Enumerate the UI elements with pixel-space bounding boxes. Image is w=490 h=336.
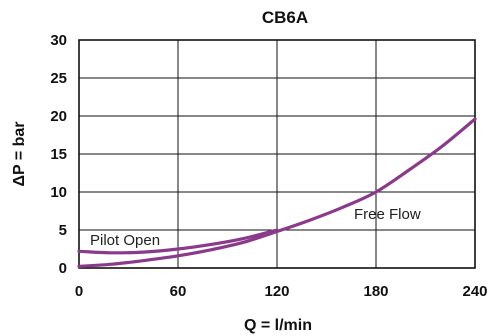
y-tick-label: 30	[50, 32, 67, 49]
data-series	[77, 117, 477, 269]
y-tick-label: 0	[59, 260, 67, 277]
plot-frame	[78, 39, 476, 269]
y-tick-label: 25	[50, 70, 67, 87]
x-tick-label: 0	[75, 283, 83, 300]
x-tick-label: 60	[170, 283, 187, 300]
series-line-free-flow	[77, 117, 477, 269]
annotation-pilot-open: Pilot Open	[90, 232, 160, 249]
y-tick-label: 20	[50, 108, 67, 125]
y-tick-label: 10	[50, 184, 67, 201]
y-axis-label: ΔP = bar	[11, 121, 28, 186]
y-tick-labels: 0 5 10 15 20 25 30	[50, 32, 67, 277]
x-tick-label: 180	[363, 283, 388, 300]
annotation-free-flow: Free Flow	[354, 206, 421, 223]
x-axis-label: Q = l/min	[244, 317, 312, 334]
y-tick-label: 15	[50, 146, 67, 163]
x-tick-label: 120	[264, 283, 289, 300]
y-tick-label: 5	[59, 222, 67, 239]
grid-lines	[79, 40, 475, 268]
x-tick-label: 240	[462, 283, 487, 300]
chart-title: CB6A	[262, 8, 308, 27]
x-tick-labels: 0 60 120 180 240	[75, 283, 488, 300]
series-line-pilot-open	[77, 228, 279, 255]
